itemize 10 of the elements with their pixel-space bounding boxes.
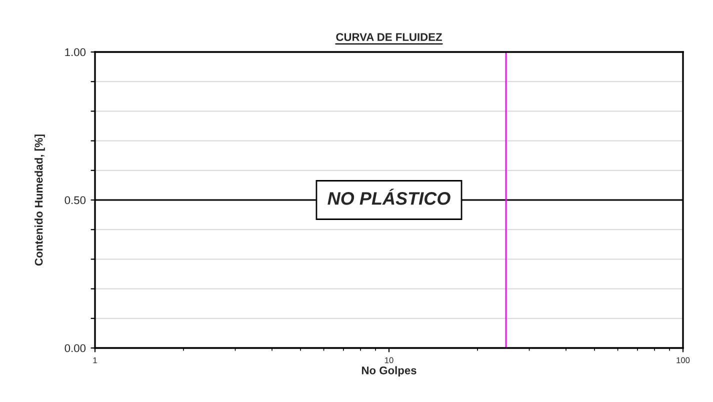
chart-title: CURVA DE FLUIDEZ xyxy=(336,33,442,41)
x-tick-label: 10 xyxy=(385,357,394,364)
ref-line-label: NO PLÁSTICO xyxy=(328,188,450,205)
y-axis-title: Contenido Humedad, [%] xyxy=(34,134,45,266)
x-axis-title: No Golpes xyxy=(362,366,416,377)
x-tick-label: 100 xyxy=(676,357,690,364)
y-tick-label: 0.50 xyxy=(64,196,86,204)
y-tick-label: 1.00 xyxy=(65,48,86,56)
x-tick-label: 1 xyxy=(93,357,97,364)
y-tick-label: 0.00 xyxy=(64,344,86,352)
